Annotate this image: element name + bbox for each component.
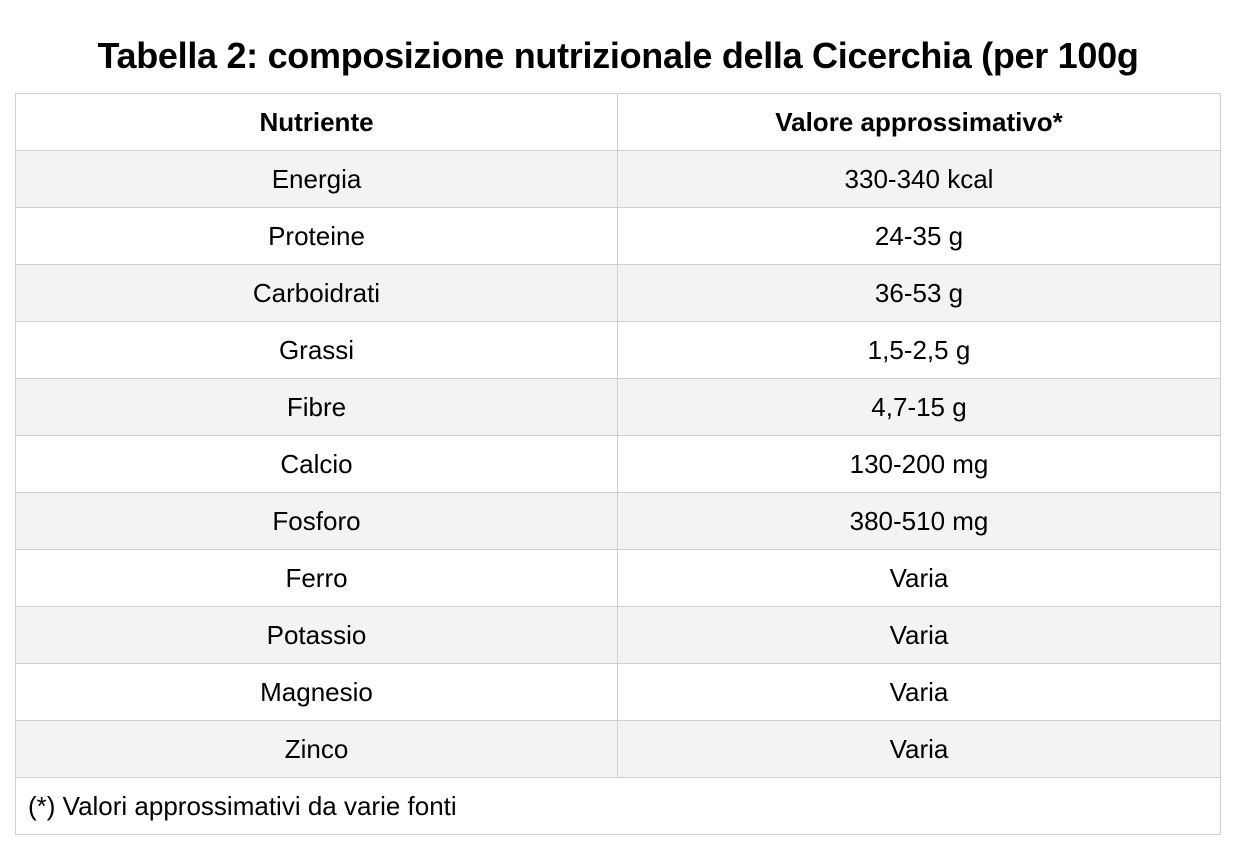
nutrient-value-cell: Varia [617, 606, 1221, 664]
nutrient-value-cell: Varia [617, 549, 1221, 607]
column-header-nutrient: Nutriente [15, 93, 618, 151]
nutrition-table: Nutriente Valore approssimativo* Energia… [15, 93, 1221, 835]
nutrient-name-cell: Zinco [15, 720, 618, 778]
table-footnote: (*) Valori approssimativi da varie fonti [15, 777, 1221, 835]
nutrient-value-cell: 380-510 mg [617, 492, 1221, 550]
nutrient-name-cell: Carboidrati [15, 264, 618, 322]
nutrient-name-cell: Energia [15, 150, 618, 208]
nutrient-name-cell: Grassi [15, 321, 618, 379]
nutrient-name-cell: Ferro [15, 549, 618, 607]
table-row: Ferro Varia [15, 549, 1221, 607]
table-footnote-row: (*) Valori approssimativi da varie fonti [15, 777, 1221, 835]
nutrient-value-cell: 130-200 mg [617, 435, 1221, 493]
table-row: Calcio 130-200 mg [15, 435, 1221, 493]
table-row: Fosforo 380-510 mg [15, 492, 1221, 550]
nutrition-table-container: Nutriente Valore approssimativo* Energia… [15, 93, 1221, 835]
nutrient-value-cell: 4,7-15 g [617, 378, 1221, 436]
nutrient-value-cell: Varia [617, 720, 1221, 778]
table-row: Energia 330-340 kcal [15, 150, 1221, 208]
column-header-value: Valore approssimativo* [617, 93, 1221, 151]
table-row: Magnesio Varia [15, 663, 1221, 721]
nutrient-name-cell: Proteine [15, 207, 618, 265]
nutrient-value-cell: Varia [617, 663, 1221, 721]
table-header-row: Nutriente Valore approssimativo* [15, 93, 1221, 151]
table-row: Potassio Varia [15, 606, 1221, 664]
nutrient-name-cell: Fosforo [15, 492, 618, 550]
page-title: Tabella 2: composizione nutrizionale del… [97, 35, 1139, 76]
table-body: Energia 330-340 kcal Proteine 24-35 g Carboi… [15, 150, 1221, 778]
table-row: Grassi 1,5-2,5 g [15, 321, 1221, 379]
nutrient-name-cell: Fibre [15, 378, 618, 436]
table-row: Carboidrati 36-53 g [15, 264, 1221, 322]
nutrient-name-cell: Magnesio [15, 663, 618, 721]
table-row: Fibre 4,7-15 g [15, 378, 1221, 436]
nutrient-value-cell: 330-340 kcal [617, 150, 1221, 208]
nutrient-value-cell: 36-53 g [617, 264, 1221, 322]
nutrient-value-cell: 24-35 g [617, 207, 1221, 265]
table-row: Zinco Varia [15, 720, 1221, 778]
nutrient-name-cell: Calcio [15, 435, 618, 493]
table-row: Proteine 24-35 g [15, 207, 1221, 265]
nutrient-name-cell: Potassio [15, 606, 618, 664]
nutrient-value-cell: 1,5-2,5 g [617, 321, 1221, 379]
